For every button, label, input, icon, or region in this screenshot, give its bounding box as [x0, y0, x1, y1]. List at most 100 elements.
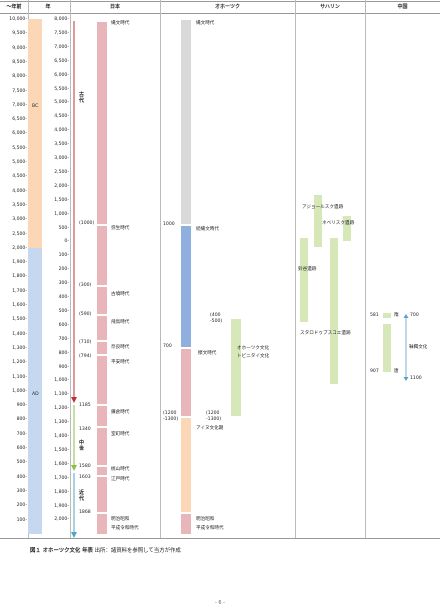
header-approx-year: 〜年前: [6, 4, 22, 10]
years-ago-tick: 5,500-: [12, 145, 27, 151]
col-sep-3: [160, 0, 161, 538]
japan-period-meiji: 明治昭和: [111, 517, 130, 522]
header-top-rule: [0, 1, 440, 2]
japan-nara-bar: [97, 342, 107, 354]
year-tick: 8,000-: [54, 17, 69, 22]
era-bc-label: BC: [32, 104, 39, 109]
years-ago-tick: 7,500-: [12, 88, 27, 94]
year-tick: 7,000-: [54, 44, 69, 50]
okhotsk-year-1000: 1000: [163, 222, 175, 227]
okhotsk-jomon-bar: [181, 20, 191, 224]
year-tick: 200-: [58, 267, 69, 273]
era-modern-label: 近代: [79, 490, 85, 502]
china-sui-label: 隋: [394, 313, 399, 318]
okhotsk-satsumon-label: 擦文時代: [198, 351, 217, 356]
figure-caption: 図１ オホーツク文化 年表 出所：諸資料を参照して当方が作成: [30, 546, 181, 554]
years-ago-tick: 4,500-: [12, 174, 27, 180]
years-ago-tick: 4,000-: [12, 188, 27, 194]
japan-period-yayoi: 弥生時代: [111, 226, 130, 231]
year-tick: 1,700-: [54, 475, 69, 481]
year-tick: 500-: [58, 225, 69, 231]
header-year: 年: [45, 4, 51, 10]
china-year-907: 907: [370, 369, 379, 374]
header-japan: 日本: [109, 4, 120, 10]
years-ago-tick: 700-: [16, 431, 27, 437]
japan-period-heisei: 平成令和時代: [111, 526, 139, 531]
sakhalin-neveliska-bar: [343, 216, 351, 241]
china-tang-bar: [383, 324, 391, 372]
year-tick: 5,000-: [54, 100, 69, 106]
year-tick: 1,200-: [54, 406, 69, 412]
china-year-581: 581: [370, 313, 379, 318]
okhotsk-ainu-bar: [181, 418, 191, 512]
year-tick: 1,300-: [54, 420, 69, 426]
years-ago-tick: 1,300-: [12, 345, 27, 351]
mohe-range-arrow: [403, 314, 409, 381]
japan-year-300: (300): [79, 283, 92, 288]
year-tick: 5,500-: [54, 86, 69, 92]
sakhalin-ajorsk-label: アジョールスク遺跡: [302, 205, 344, 210]
year-tick: 0-: [64, 239, 69, 245]
year-tick: 2,000-: [54, 517, 69, 523]
page-number: - 6 -: [215, 600, 225, 606]
year-tick: 400-: [58, 295, 69, 300]
years-ago-tick: 5,000-: [12, 160, 27, 165]
years-ago-tick: 2,000-: [12, 245, 27, 251]
years-ago-tick: 1,500-: [12, 317, 27, 323]
china-tang-label: 唐: [394, 369, 399, 374]
okhotsk-culture-bar: [231, 319, 241, 416]
japan-edo-bar: [97, 477, 107, 512]
years-ago-tick: 1,600-: [12, 303, 27, 308]
year-tick: 6,500-: [54, 58, 69, 64]
japan-period-heian: 平安時代: [111, 360, 130, 365]
years-ago-tick: 7,000-: [12, 102, 27, 108]
years-ago-tick: 800-: [16, 417, 27, 423]
okhotsk-ainu-label: アイヌ文化期: [196, 426, 224, 431]
years-ago-tick: 9,500-: [12, 31, 27, 37]
year-tick: 1,000-: [54, 211, 69, 217]
era-ad-label: AD: [32, 392, 39, 397]
year-tick: 500-: [58, 308, 69, 314]
japan-period-kofun: 古墳時代: [111, 292, 130, 297]
years-ago-tick: 500-: [16, 460, 27, 466]
japan-heian-bar: [97, 356, 107, 404]
year-tick: 1,500-: [54, 447, 69, 453]
figure-caption-source: 出所：諸資料を参照して当方が作成: [92, 548, 181, 554]
okhotsk-meiji-label: 明治昭和: [196, 517, 215, 522]
japan-jomon-bar: [97, 22, 107, 224]
bc-bar: [28, 19, 42, 248]
year-tick: 600-: [58, 322, 69, 328]
era-arrows: [71, 21, 77, 538]
year-tick: 1,800-: [54, 489, 69, 495]
years-ago-tick: 600-: [16, 446, 27, 451]
years-ago-tick: 3,500-: [12, 202, 27, 208]
sakhalin-ajorsk-bar: [314, 195, 322, 247]
years-ago-tick: 400-: [16, 474, 27, 480]
sakhalin-starodubskoe-label: スタロドゥブスコエ遺跡: [300, 331, 351, 336]
japan-muromachi-bar: [97, 428, 107, 465]
year-tick: 1,100-: [54, 392, 69, 398]
japan-year-794: (794): [79, 354, 92, 359]
japan-period-momoyama: 桃山時代: [111, 467, 130, 472]
year-tick: 700-: [58, 336, 69, 342]
col-sep-5: [365, 0, 366, 538]
year-tick: 1,600-: [54, 461, 69, 467]
year-tick: 100-: [58, 253, 69, 259]
year-tick: 1,000-: [54, 378, 69, 384]
years-ago-tick: 8,500-: [12, 59, 27, 65]
years-ago-tick: 900-: [16, 403, 27, 409]
china-sui-bar: [383, 313, 391, 318]
japan-period-kamakura: 鎌倉時代: [111, 410, 130, 415]
japan-period-asuka: 飛鳥時代: [111, 320, 130, 325]
header-sakhalin: サハリン: [320, 4, 340, 10]
year-tick: 6,000-: [54, 72, 69, 78]
sakhalin-susuya-bar: [300, 238, 308, 322]
figure-caption-title: 図１ オホーツク文化 年表: [30, 548, 93, 554]
japan-year-1603: 1603: [79, 475, 91, 480]
years-ago-tick: 6,000-: [12, 131, 27, 137]
years-ago-tick: 6,500-: [12, 117, 27, 123]
japan-period-jomon: 縄文時代: [111, 21, 130, 26]
year-tick: 2,000-: [54, 183, 69, 189]
header-bottom-rule: [0, 13, 440, 14]
years-ago-tick: 8,000-: [12, 74, 27, 80]
